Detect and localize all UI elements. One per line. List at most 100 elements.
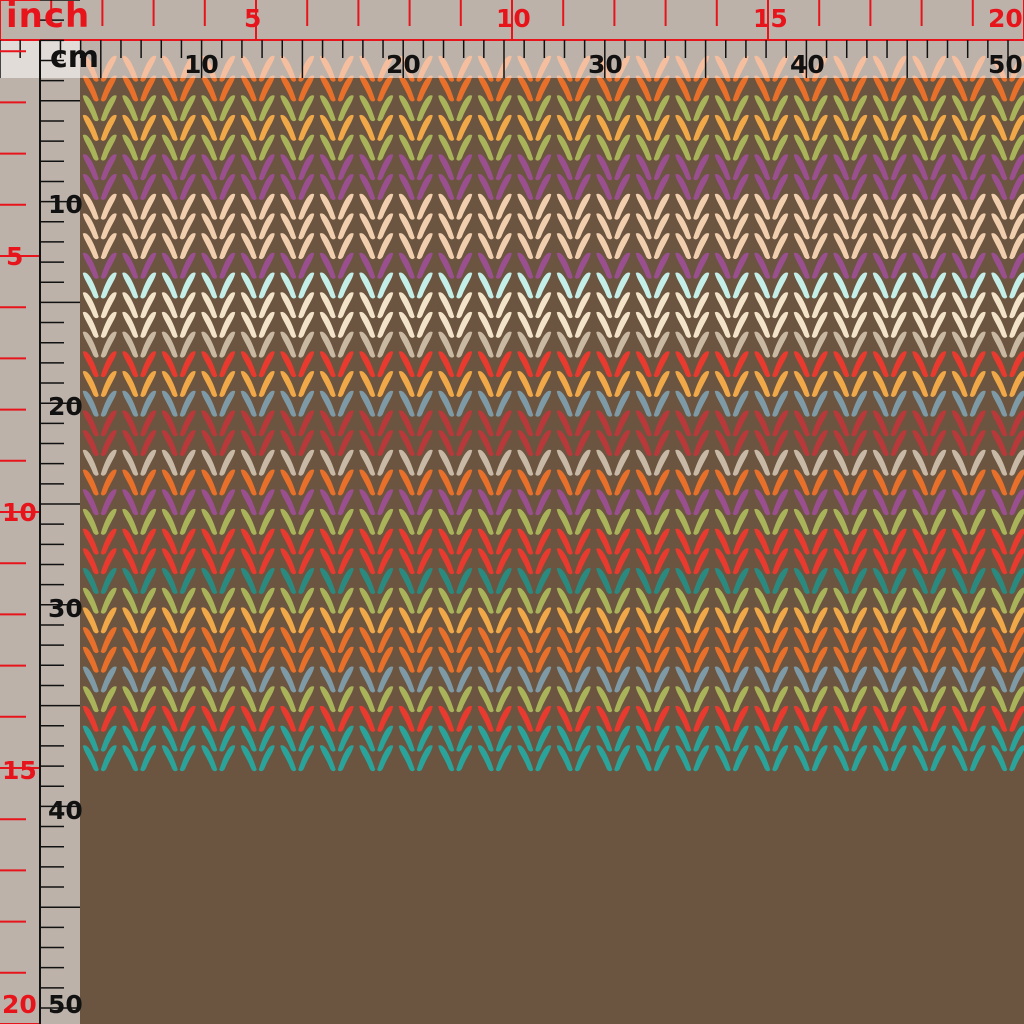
stitch-left-leg (240, 686, 257, 713)
stitch-right-leg (416, 390, 433, 417)
stitch-left-leg (201, 95, 218, 122)
stitch-right-leg (653, 371, 670, 397)
stitch-left-leg (517, 193, 534, 220)
stitch-right-leg (1009, 745, 1024, 772)
stitch-left-leg (280, 449, 297, 476)
stitch-left-leg (675, 134, 692, 161)
stitch-right-leg (298, 745, 315, 772)
stitch-left-leg (754, 351, 771, 378)
stitch-left-leg (635, 508, 652, 535)
stitch-right-leg (377, 489, 394, 516)
stitch-right-leg (969, 489, 986, 516)
stitch-left-leg (398, 174, 415, 200)
stitch-left-leg (477, 114, 494, 141)
stitch-right-leg (140, 351, 157, 378)
stitch-right-leg (614, 489, 631, 516)
stitch-left-leg (398, 607, 415, 634)
stitch-left-leg (240, 272, 257, 299)
stitch-left-leg (517, 469, 534, 496)
stitch-left-leg (912, 587, 929, 614)
stitch-right-leg (456, 528, 473, 555)
stitch-right-leg (969, 75, 986, 102)
stitch-right-leg (456, 311, 473, 338)
stitch-right-leg (930, 351, 947, 378)
stitch-left-leg (161, 508, 178, 535)
stitch-left-leg (438, 252, 455, 279)
stitch-left-leg (201, 528, 218, 555)
stitch-left-leg (912, 430, 929, 457)
stitch-right-leg (377, 174, 394, 200)
stitch-left-leg (122, 745, 139, 772)
stitch-right-leg (100, 666, 117, 693)
stitch-left-leg (359, 213, 376, 240)
stitch-right-leg (377, 705, 394, 732)
stitch-left-leg (161, 410, 178, 437)
stitch-right-leg (337, 705, 354, 732)
stitch-left-leg (754, 508, 771, 535)
stitch-left-leg (833, 213, 850, 240)
stitch-left-leg (754, 587, 771, 614)
stitch-left-leg (833, 627, 850, 654)
stitch-left-leg (714, 568, 731, 594)
stitch-right-leg (693, 469, 710, 496)
stitch-left-leg (833, 489, 850, 516)
stitch-right-leg (732, 607, 749, 634)
stitch-right-leg (535, 134, 552, 161)
stitch-left-leg (477, 528, 494, 555)
stitch-left-leg (675, 154, 692, 181)
stitch-left-leg (872, 410, 889, 437)
stitch-left-leg (793, 233, 810, 260)
stitch-right-leg (930, 193, 947, 220)
stitch-right-leg (811, 725, 828, 752)
stitch-right-leg (219, 508, 236, 535)
stitch-left-leg (596, 193, 613, 220)
stitch-right-leg (337, 607, 354, 634)
stitch-right-leg (811, 469, 828, 496)
stitch-left-leg (438, 469, 455, 496)
stitch-left-leg (122, 627, 139, 654)
stitch-right-leg (377, 292, 394, 319)
stitch-right-leg (495, 568, 512, 594)
stitch-left-leg (793, 292, 810, 319)
stitch-right-leg (1009, 449, 1024, 476)
stitch-left-leg (201, 410, 218, 437)
stitch-left-leg (635, 331, 652, 358)
stitch-left-leg (122, 75, 139, 102)
stitch-right-leg (535, 390, 552, 417)
stitch-right-leg (930, 174, 947, 200)
stitch-left-leg (82, 705, 99, 732)
stitch-left-leg (161, 272, 178, 299)
stitch-right-leg (614, 548, 631, 575)
stitch-left-leg (477, 627, 494, 654)
stitch-left-leg (280, 489, 297, 516)
stitch-left-leg (714, 371, 731, 397)
stitch-right-leg (851, 410, 868, 437)
stitch-left-leg (635, 568, 652, 594)
stitch-left-leg (438, 587, 455, 614)
stitch-right-leg (377, 331, 394, 358)
stitch-right-leg (377, 528, 394, 555)
stitch-left-leg (951, 351, 968, 378)
stitch-left-leg (793, 568, 810, 594)
stitch-left-leg (556, 252, 573, 279)
stitch-left-leg (793, 725, 810, 752)
stitch-left-leg (754, 745, 771, 772)
stitch-right-leg (535, 528, 552, 555)
stitch-right-leg (811, 627, 828, 654)
stitch-right-leg (377, 666, 394, 693)
stitch-right-leg (614, 705, 631, 732)
stitch-right-leg (1009, 371, 1024, 397)
stitch-left-leg (793, 528, 810, 555)
stitch-left-leg (991, 311, 1008, 338)
stitch-right-leg (535, 351, 552, 378)
stitch-left-leg (556, 548, 573, 575)
stitch-left-leg (833, 666, 850, 693)
stitch-right-leg (732, 154, 749, 181)
stitch-left-leg (635, 430, 652, 457)
stitch-right-leg (298, 469, 315, 496)
stitch-right-leg (140, 410, 157, 437)
stitch-left-leg (161, 75, 178, 102)
stitch-left-leg (991, 75, 1008, 102)
stitch-right-leg (890, 430, 907, 457)
stitch-left-leg (596, 252, 613, 279)
